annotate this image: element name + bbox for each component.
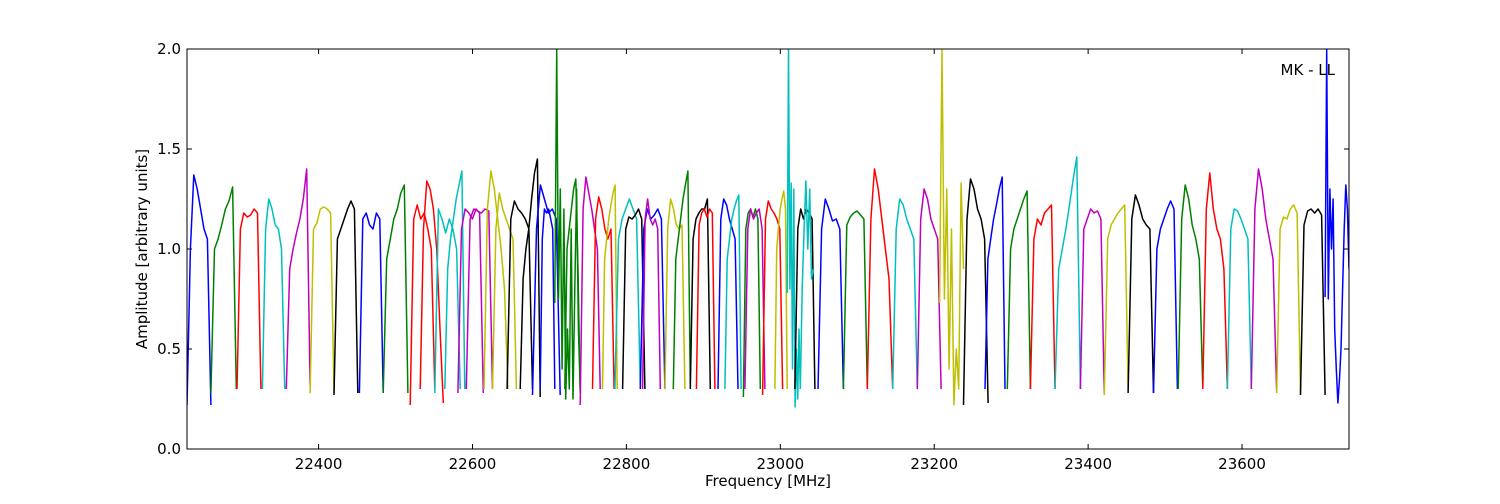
band-segment-33 <box>695 208 716 390</box>
band-segment-30 <box>664 198 686 390</box>
band-segment-35 <box>724 194 742 390</box>
band-segment-34 <box>717 198 739 390</box>
band-segment-58 <box>1177 184 1204 390</box>
band-segment-63 <box>1299 208 1326 396</box>
band-segment-9 <box>409 204 436 406</box>
band-segment-64 <box>1324 49 1349 404</box>
band-segment-44 <box>842 210 869 390</box>
x-tick-label: 22400 <box>295 455 343 473</box>
x-tick-label: 23000 <box>756 455 804 473</box>
band-segment-43 <box>817 198 845 390</box>
band-segment-29 <box>641 198 662 390</box>
band-segment-22 <box>564 178 581 394</box>
x-tick-label: 22600 <box>449 455 497 473</box>
band-segment-55 <box>1103 204 1129 396</box>
band-segment-20 <box>539 208 556 390</box>
x-tick-label: 22800 <box>603 455 651 473</box>
band-segment-48 <box>938 49 965 406</box>
band-segment-59 <box>1202 172 1229 390</box>
band-segment-14 <box>465 208 494 390</box>
band-segment-12 <box>444 170 466 390</box>
band-segment-51 <box>1006 190 1032 390</box>
band-segment-21 <box>554 49 581 400</box>
band-segment-39 <box>774 190 788 390</box>
band-segment-16 <box>491 192 518 390</box>
band-segment-47 <box>916 188 942 390</box>
band-segment-26 <box>614 198 642 390</box>
series-group <box>187 49 1349 408</box>
band-segment-1 <box>210 186 238 394</box>
band-segment-62 <box>1275 204 1302 396</box>
band-segment-23 <box>579 176 601 406</box>
band-segment-53 <box>1054 156 1082 390</box>
band-segment-10 <box>419 180 445 404</box>
band-segment-27 <box>621 208 646 390</box>
band-segment-3 <box>261 198 286 390</box>
band-segment-60 <box>1226 208 1253 390</box>
band-segment-42 <box>799 180 815 390</box>
band-segment-5 <box>309 206 335 394</box>
x-tick-label: 23200 <box>910 455 958 473</box>
band-segment-57 <box>1152 200 1179 394</box>
band-segment-8 <box>382 184 409 394</box>
y-tick-label: 2.0 <box>157 40 181 58</box>
band-segment-24 <box>591 196 615 390</box>
band-segment-54 <box>1079 208 1106 396</box>
x-axis-label: Frequency [MHz] <box>705 472 831 490</box>
band-segment-37 <box>744 208 766 390</box>
band-segment-25 <box>601 184 618 390</box>
band-segment-45 <box>866 168 894 390</box>
band-segment-4 <box>285 168 311 390</box>
band-segment-56 <box>1127 194 1155 394</box>
band-segment-50 <box>984 176 1006 390</box>
y-tick-label: 1.5 <box>157 140 181 158</box>
band-segment-6 <box>333 200 359 396</box>
band-segment-11 <box>434 208 461 394</box>
x-tick-label: 23400 <box>1064 455 1112 473</box>
x-tick-label: 23600 <box>1218 455 1266 473</box>
y-tick-label: 1.0 <box>157 240 181 258</box>
band-segment-13 <box>457 208 485 394</box>
band-segment-49 <box>962 178 989 406</box>
band-segment-2 <box>236 208 262 390</box>
y-axis-label: Amplitude [arbitrary units] <box>133 149 151 349</box>
band-segment-31 <box>672 170 692 390</box>
y-tick-label: 0.0 <box>157 440 181 458</box>
y-tick-label: 0.5 <box>157 340 181 358</box>
ticks-group: 22400 22600 22800 23000 23200 23400 23600 0.0 0.… <box>157 40 1349 473</box>
band-segment-15 <box>483 170 509 390</box>
band-segment-52 <box>1029 204 1056 390</box>
band-segment-61 <box>1250 168 1278 394</box>
band-segment-32 <box>689 198 712 390</box>
annotation-label: MK - LL <box>1281 61 1336 79</box>
band-segment-7 <box>358 212 384 394</box>
band-segment-38 <box>761 200 784 396</box>
band-segment-0 <box>187 174 212 406</box>
band-segment-18 <box>519 158 541 398</box>
band-segment-40 <box>786 49 802 408</box>
band-segment-46 <box>891 198 919 390</box>
